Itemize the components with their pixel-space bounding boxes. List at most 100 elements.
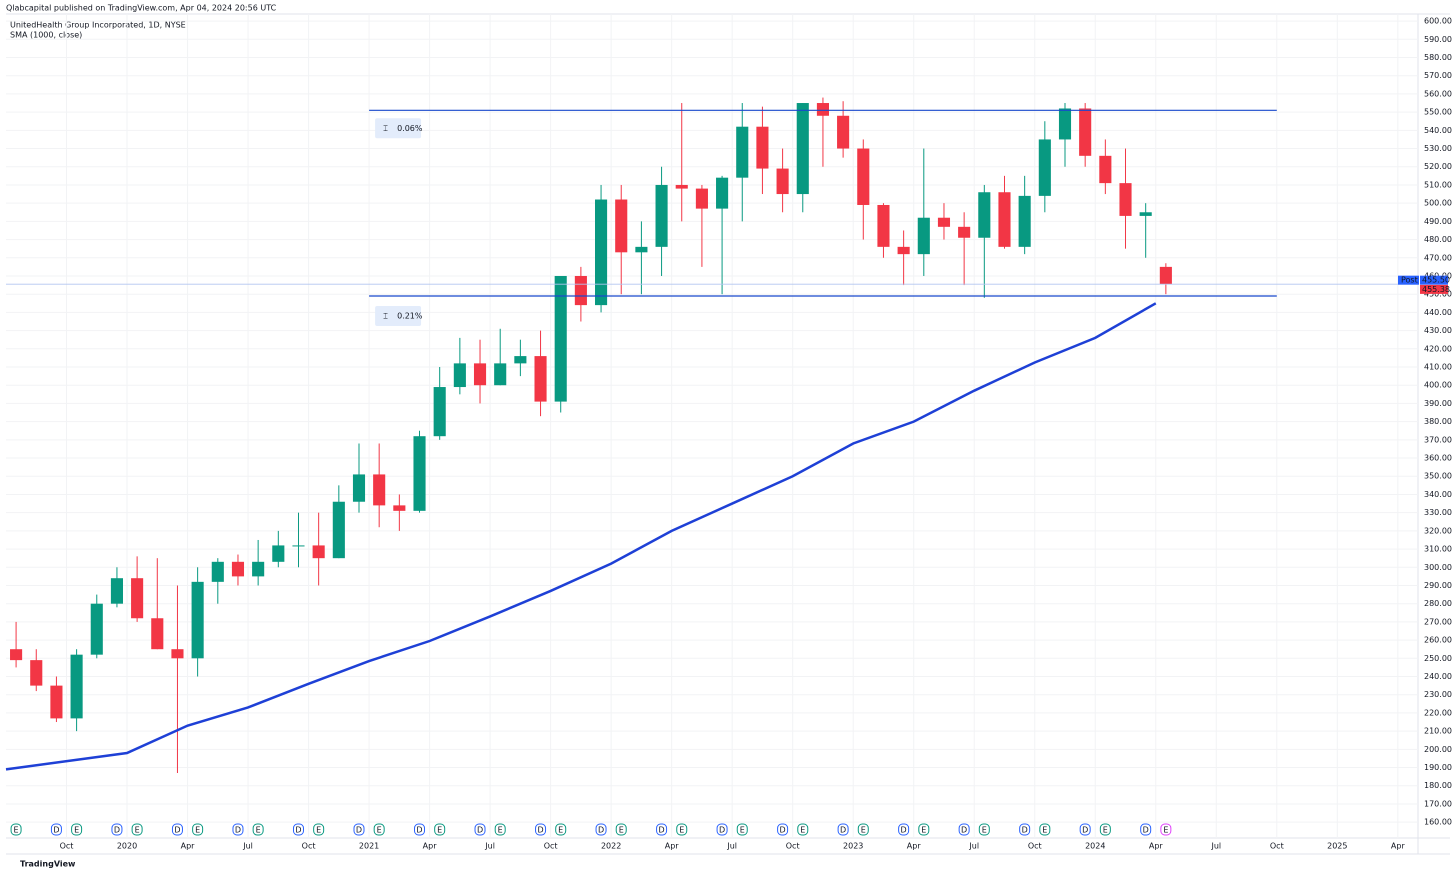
event-marker xyxy=(615,823,627,836)
y-tick-label: 500.00 xyxy=(1424,199,1452,208)
candle-body xyxy=(1058,108,1072,140)
candle-body xyxy=(534,356,547,402)
y-tick-label: 180.00 xyxy=(1424,781,1452,790)
y-tick-label: 330.00 xyxy=(1424,508,1452,517)
y-tick-label: 480.00 xyxy=(1424,235,1452,244)
y-tick-label: 600.00 xyxy=(1424,17,1452,26)
event-label: E xyxy=(14,826,19,835)
candle-body xyxy=(131,578,144,619)
event-label: D xyxy=(961,826,967,835)
candle-body xyxy=(595,199,608,306)
x-tick-label: Oct xyxy=(1270,842,1284,851)
y-tick-label: 550.00 xyxy=(1424,108,1452,117)
y-tick-label: 240.00 xyxy=(1424,672,1452,681)
event-marker xyxy=(555,823,567,836)
candle-body xyxy=(110,578,123,604)
x-tick-label: 2023 xyxy=(843,842,863,851)
candle-body xyxy=(50,685,63,719)
candle-body xyxy=(10,649,23,661)
event-label: D xyxy=(416,826,422,835)
event-label: E xyxy=(498,826,503,835)
event-label: D xyxy=(840,826,846,835)
event-marker xyxy=(716,823,728,836)
level-icon: ⌶ xyxy=(383,124,388,133)
price-tag xyxy=(1420,275,1448,285)
event-label: D xyxy=(901,826,907,835)
candle-body xyxy=(675,184,688,189)
candle-body xyxy=(958,226,971,238)
candle-body xyxy=(494,363,507,386)
event-label: E xyxy=(982,826,987,835)
y-tick-label: 560.00 xyxy=(1424,89,1452,98)
event-label: D xyxy=(295,826,301,835)
candle-body xyxy=(998,192,1011,247)
x-tick-label: Oct xyxy=(786,842,800,851)
candle-body xyxy=(473,363,487,386)
event-marker xyxy=(595,823,607,836)
symbol: UnitedHealth Group Incorporated, 1D, NYS… xyxy=(10,21,186,30)
candle-body xyxy=(312,545,325,559)
event-marker xyxy=(656,823,668,836)
candle-body xyxy=(615,199,628,253)
event-marker xyxy=(353,823,365,836)
candle-body xyxy=(716,177,729,209)
x-tick-label: Apr xyxy=(665,842,680,851)
y-tick-label: 450.00 xyxy=(1424,290,1452,299)
level-badge xyxy=(375,306,422,327)
candle-body xyxy=(635,246,648,253)
event-marker xyxy=(171,823,183,836)
x-tick-label: Jul xyxy=(242,842,253,851)
x-tick-label: 2022 xyxy=(601,842,621,851)
event-label: E xyxy=(195,826,200,835)
event-marker xyxy=(777,823,789,836)
x-tick-label: Oct xyxy=(60,842,74,851)
candle-body xyxy=(272,545,285,562)
y-tick-label: 350.00 xyxy=(1424,472,1452,481)
candle-body xyxy=(574,275,587,306)
candle-body xyxy=(352,474,366,502)
y-tick-label: 220.00 xyxy=(1424,708,1452,717)
y-tick-label: 200.00 xyxy=(1424,745,1452,754)
candle-body xyxy=(332,501,345,559)
event-label: D xyxy=(477,826,483,835)
event-marker xyxy=(192,823,204,836)
candle-body xyxy=(796,103,809,195)
event-marker xyxy=(857,823,869,836)
event-label: E xyxy=(558,826,563,835)
candle-body xyxy=(191,581,204,659)
candle-body xyxy=(151,618,164,650)
event-label: D xyxy=(780,826,786,835)
sma-line xyxy=(5,302,1157,771)
x-tick-label: Apr xyxy=(181,842,196,851)
y-tick-label: 440.00 xyxy=(1424,308,1452,317)
event-label: E xyxy=(256,826,261,835)
price-tag-label: 455.38 xyxy=(1422,285,1450,294)
candle-body xyxy=(1139,212,1152,216)
event-marker xyxy=(1019,823,1031,836)
y-tick-label: 170.00 xyxy=(1424,799,1452,808)
level-icon: ⌶ xyxy=(383,312,388,321)
event-label: D xyxy=(114,826,120,835)
x-tick-label: Jul xyxy=(1210,842,1221,851)
candle-body xyxy=(1079,108,1092,156)
y-tick-label: 320.00 xyxy=(1424,526,1452,535)
event-marker xyxy=(918,823,930,836)
price-tag-label: 455.50 xyxy=(1422,276,1450,285)
event-label: E xyxy=(316,826,321,835)
x-tick-label: 2021 xyxy=(359,842,379,851)
event-marker xyxy=(1140,823,1152,836)
event-marker xyxy=(1039,823,1051,836)
y-tick-label: 300.00 xyxy=(1424,563,1452,572)
candle-body xyxy=(373,474,386,506)
event-marker xyxy=(898,823,910,836)
event-marker xyxy=(978,823,990,836)
event-label: D xyxy=(174,826,180,835)
candle-body xyxy=(30,660,43,686)
event-marker xyxy=(111,823,123,836)
y-tick-label: 390.00 xyxy=(1424,399,1452,408)
candle-body xyxy=(816,103,829,116)
y-tick-label: 470.00 xyxy=(1424,253,1452,262)
candle-body xyxy=(211,561,224,582)
event-label: E xyxy=(740,826,745,835)
y-tick-label: 580.00 xyxy=(1424,53,1452,62)
